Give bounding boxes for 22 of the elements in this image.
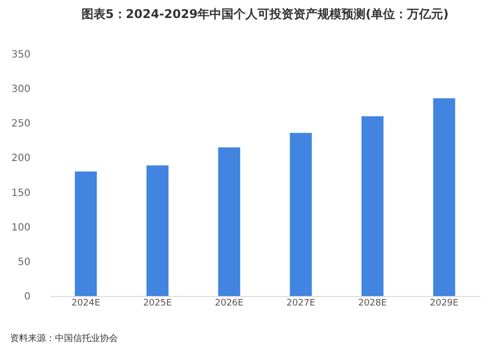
x-tick-label: 2027E [286,298,316,308]
y-tick-label: 100 [11,222,30,234]
y-tick-label: 50 [18,256,30,268]
x-tick-label: 2028E [358,298,388,308]
chart-title: 图表5：2024-2029年中国个人可投资资产规模预测(单位：万亿元) [81,7,449,21]
bar [146,165,168,296]
x-tick-label: 2025E [143,298,172,308]
text: 资料来源：中国信托业协会 [10,333,118,344]
bar [218,147,240,296]
y-tick-label: 150 [11,188,30,199]
bar [362,116,384,296]
bar [433,98,456,296]
x-tick-label: 2029E [430,298,459,308]
x-tick-label: 2024E [72,298,100,308]
bar [290,132,312,296]
y-tick-label: 350 [11,50,30,60]
y-tick-label: 200 [11,153,30,164]
bar [74,172,97,296]
y-tick-label: 300 [11,84,30,96]
y-tick-label: 0 [24,292,30,302]
x-tick-label: 2026E [214,298,244,308]
y-tick-label: 250 [11,118,30,130]
